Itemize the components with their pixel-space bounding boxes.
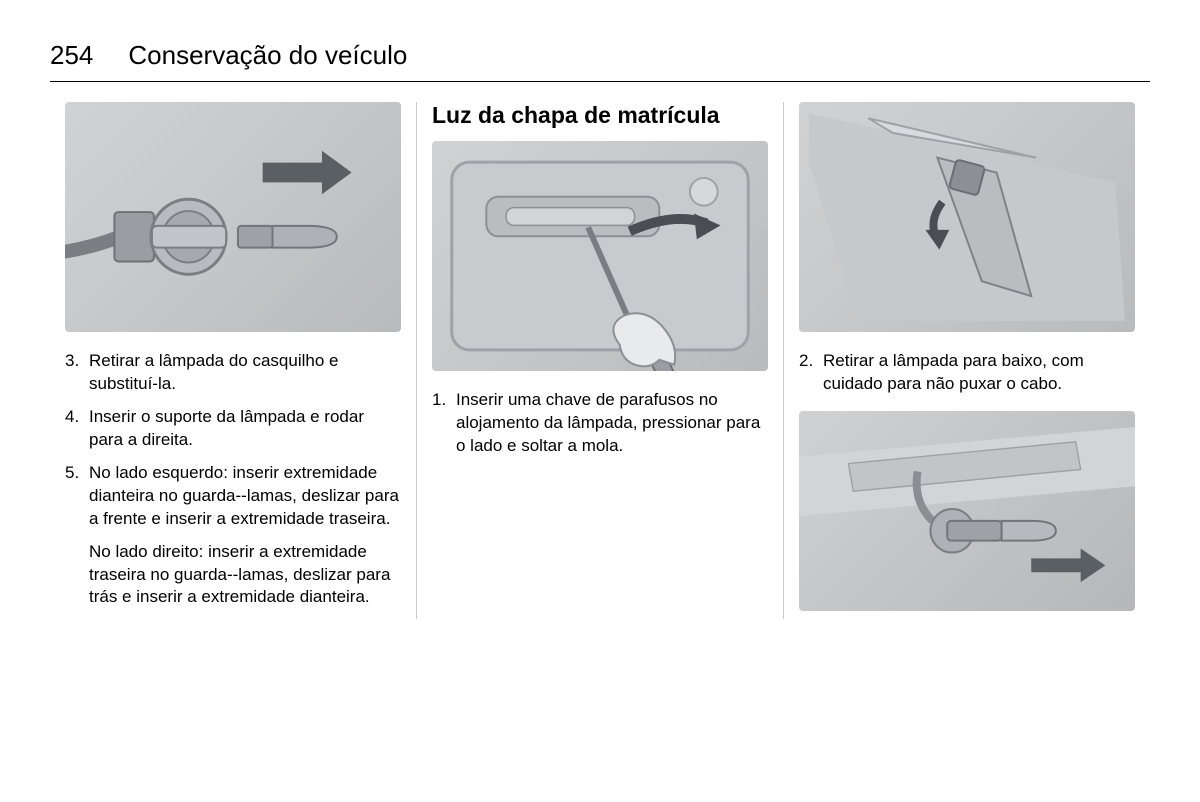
figure-lamp-pull-down — [799, 102, 1135, 332]
step-text: Retirar a lâmpada para baixo, com cuidad… — [823, 351, 1084, 393]
step-text: Inserir o suporte da lâmpada e rodar par… — [89, 407, 364, 449]
step-num: 2. — [799, 350, 813, 373]
step-2: 2. Retirar a lâmpada para baixo, com cui… — [799, 350, 1135, 396]
column-1: 3. Retirar a lâmpada do casquilho e subs… — [50, 102, 417, 619]
step-text: Retirar a lâmpada do casquilho e substit… — [89, 351, 338, 393]
step-5: 5. No lado esquerdo: inserir extremidade… — [65, 462, 401, 610]
page-number: 254 — [50, 40, 93, 71]
figure-bulb-remove — [65, 102, 401, 332]
content-columns: 3. Retirar a lâmpada do casquilho e subs… — [50, 102, 1150, 619]
step-num: 1. — [432, 389, 446, 412]
step-3: 3. Retirar a lâmpada do casquilho e subs… — [65, 350, 401, 396]
step-4: 4. Inserir o suporte da lâmpada e rodar … — [65, 406, 401, 452]
step-1: 1. Inserir uma chave de parafusos no alo… — [432, 389, 768, 458]
col3-steps: 2. Retirar a lâmpada para baixo, com cui… — [799, 350, 1135, 396]
section-heading: Luz da chapa de matrícula — [432, 102, 768, 129]
column-3: 2. Retirar a lâmpada para baixo, com cui… — [784, 102, 1150, 619]
step-5-sub: No lado direito: inserir a extremidade t… — [89, 541, 401, 610]
step-text: Inserir uma chave de parafusos no alojam… — [456, 390, 760, 455]
col2-steps: 1. Inserir uma chave de parafusos no alo… — [432, 389, 768, 458]
figure-screwdriver-insert — [432, 141, 768, 371]
column-2: Luz da chapa de matrícula — [417, 102, 784, 619]
step-num: 3. — [65, 350, 79, 373]
chapter-title: Conservação do veículo — [128, 40, 407, 71]
figure-bulb-extract — [799, 411, 1135, 611]
step-text: No lado esquerdo: inserir extremidade di… — [89, 463, 399, 528]
page-header: 254 Conservação do veículo — [50, 40, 1150, 82]
col1-steps: 3. Retirar a lâmpada do casquilho e subs… — [65, 350, 401, 609]
step-num: 4. — [65, 406, 79, 429]
step-num: 5. — [65, 462, 79, 485]
